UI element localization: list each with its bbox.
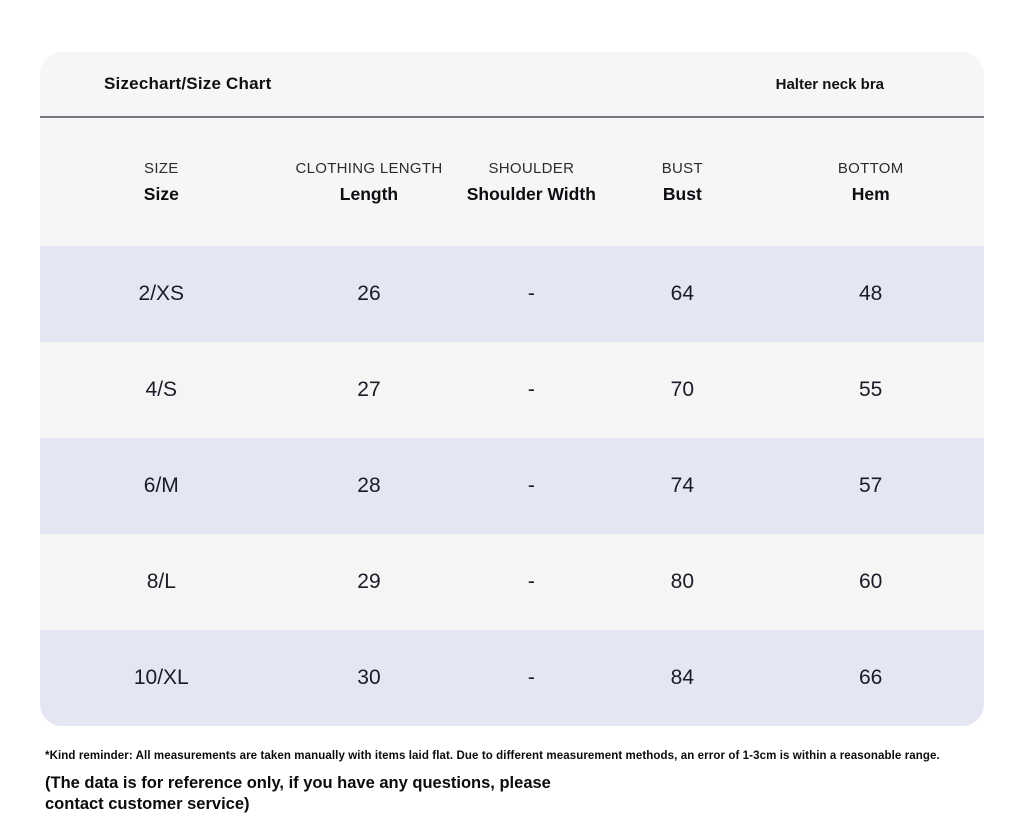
table-row: 2/XS 26 - 64 48 [40,246,984,342]
cell-size: 4/S [145,378,178,401]
table-row: 4/S 27 - 70 55 [40,342,984,438]
column-group-label: SIZE [144,159,179,177]
column-group-label: BOTTOM [837,159,904,177]
column-group-label: BUST [661,159,703,177]
column-header-length: CLOTHING LENGTH Length [283,160,456,205]
card-header: Sizechart/Size Chart Halter neck bra [40,52,984,116]
cell-hem: 57 [859,474,883,497]
reference-note: (The data is for reference only, if you … [45,774,551,814]
cell-bust: 74 [670,474,695,497]
cell-hem: 55 [859,378,883,401]
cell-bust: 84 [670,666,695,689]
column-label: Size [143,183,179,204]
table-row: 6/M 28 - 74 57 [40,438,984,534]
table-row: 8/L 29 - 80 60 [40,534,984,630]
cell-size: 8/L [146,570,176,593]
column-label: Bust [662,183,702,204]
column-group-label: CLOTHING LENGTH [295,159,443,177]
cell-shoulder: - [527,282,535,305]
cell-hem: 60 [859,570,883,593]
cell-bust: 70 [670,378,695,401]
cell-size: 6/M [143,474,179,497]
cell-bust: 64 [670,282,695,305]
cell-shoulder: - [527,666,535,689]
kind-reminder-note: *Kind reminder: All measurements are tak… [45,750,940,762]
column-header-shoulder: SHOULDER Shoulder Width [455,160,607,205]
column-header-hem: BOTTOM Hem [757,160,984,205]
column-label: Hem [851,183,890,204]
cell-shoulder: - [527,378,535,401]
page-title: Sizechart/Size Chart [104,74,272,93]
column-label: Length [339,183,399,204]
cell-length: 29 [357,570,381,593]
footer-notes: *Kind reminder: All measurements are tak… [45,750,985,816]
column-header-bust: BUST Bust [607,160,757,205]
cell-length: 28 [357,474,381,497]
cell-length: 27 [357,378,381,401]
cell-size: 2/XS [138,282,185,305]
header-divider [40,116,984,118]
size-chart-card: Sizechart/Size Chart Halter neck bra SIZ… [40,52,984,726]
cell-length: 30 [357,666,381,689]
column-group-label: SHOULDER [488,159,575,177]
cell-length: 26 [357,282,381,305]
product-name: Halter neck bra [775,75,884,93]
cell-hem: 66 [859,666,883,689]
cell-shoulder: - [527,570,535,593]
column-header-size: SIZE Size [40,160,283,205]
table-header-row: SIZE Size CLOTHING LENGTH Length SHOULDE… [40,118,984,246]
column-label: Shoulder Width [466,183,596,204]
cell-bust: 80 [670,570,695,593]
cell-hem: 48 [859,282,883,305]
table-row: 10/XL 30 - 84 66 [40,630,984,726]
cell-shoulder: - [527,474,535,497]
cell-size: 10/XL [133,666,189,689]
